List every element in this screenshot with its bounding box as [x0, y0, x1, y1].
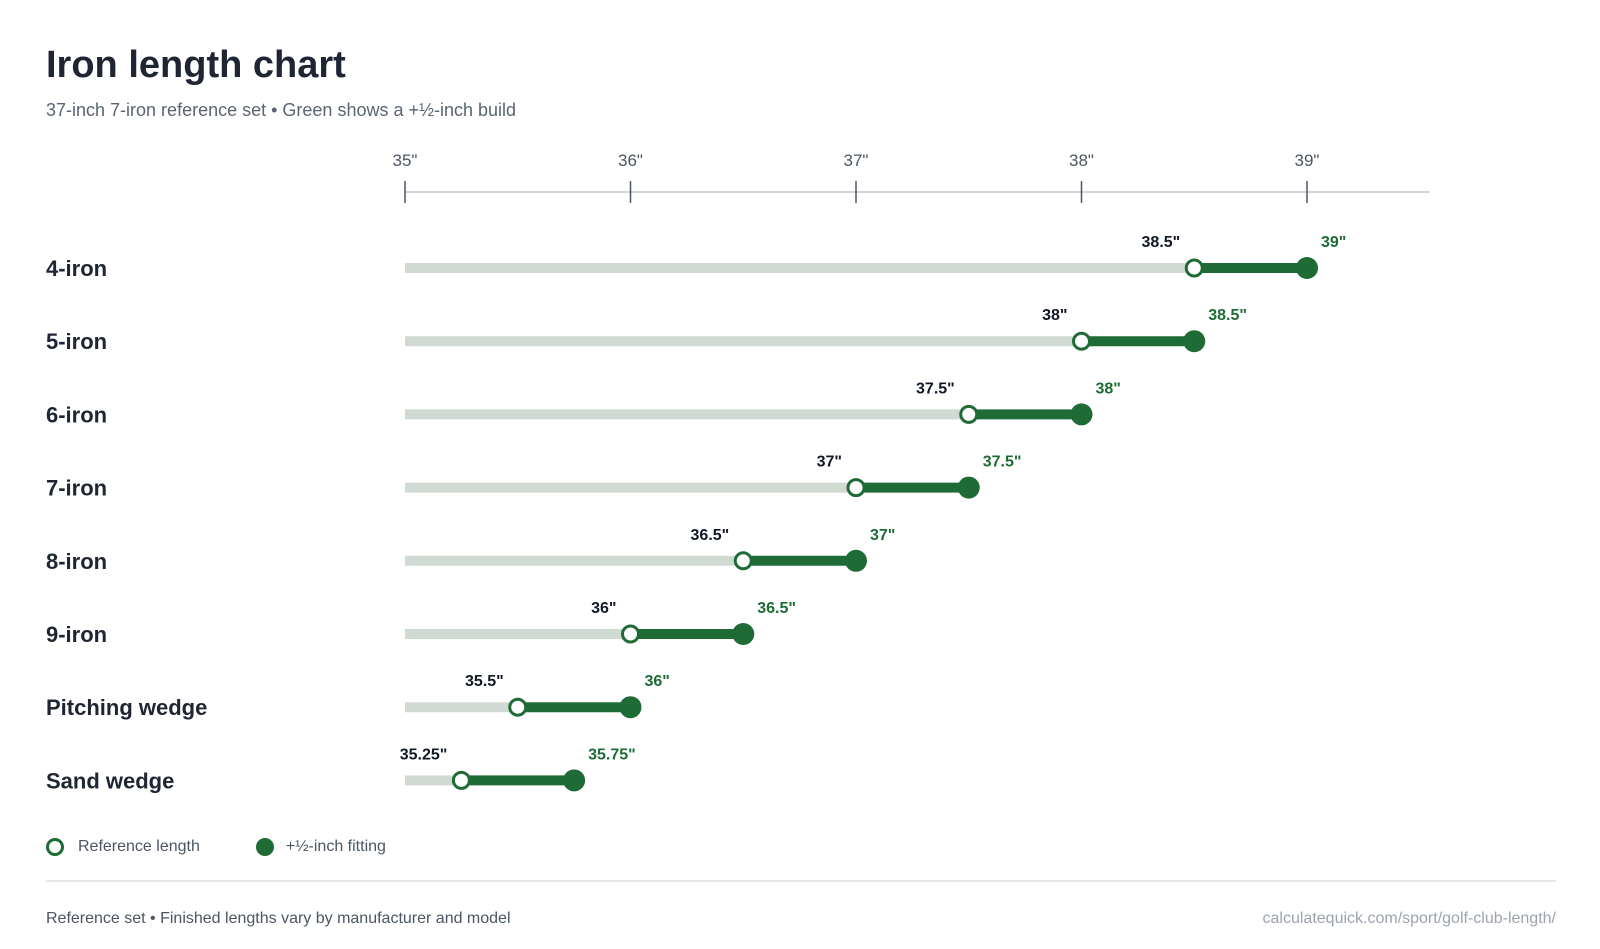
row-label: 7-iron — [46, 476, 107, 501]
reference-value-label: 36" — [591, 600, 616, 617]
reference-value-label: 37" — [817, 454, 842, 471]
row-label: Pitching wedge — [46, 695, 207, 720]
row-label: 6-iron — [46, 402, 107, 427]
footer-note: Reference set • Finished lengths vary by… — [46, 910, 511, 927]
open-circle-icon — [46, 838, 64, 856]
reference-point — [959, 404, 979, 424]
legend-item-reference: Reference length — [46, 838, 200, 856]
x-tick-label: 38" — [1069, 151, 1094, 170]
reference-point — [1072, 331, 1091, 351]
row-label: 5-iron — [46, 329, 107, 354]
row-label: Sand wedge — [46, 768, 174, 793]
reference-value-label: 35.25" — [400, 746, 448, 763]
reference-value-label: 35.5" — [465, 673, 504, 690]
fitting-point — [732, 623, 755, 645]
reference-value-label: 37.5" — [916, 380, 955, 397]
fitting-value-label: 35.75" — [588, 746, 636, 763]
footer-divider — [46, 880, 1556, 882]
chart-title: Iron length chart — [46, 44, 346, 86]
fitting-point — [619, 696, 642, 719]
reference-point — [508, 697, 528, 717]
fitting-value-label: 38" — [1096, 380, 1121, 397]
fitting-value-label: 36.5" — [757, 600, 796, 617]
row-label: 9-iron — [46, 622, 107, 647]
fitting-value-label: 39" — [1321, 234, 1346, 251]
reference-point — [451, 770, 471, 790]
chart-subtitle: 37-inch 7-iron reference set • Green sho… — [46, 100, 517, 120]
legend-label-reference: Reference length — [78, 838, 200, 855]
reference-point — [733, 551, 753, 571]
x-tick-label: 35" — [393, 151, 418, 170]
reference-point — [1184, 258, 1204, 278]
legend: Reference length +½-inch fitting — [46, 838, 442, 856]
row-label: 8-iron — [46, 549, 107, 574]
chart-canvas: 35" 36" 37" 38" 39" 4-iron 38.5" 39" 5-iron 38" 38… — [46, 151, 1430, 793]
filled-circle-icon — [255, 838, 274, 856]
fitting-point — [1183, 330, 1206, 353]
row-label: 4-iron — [46, 256, 107, 281]
fitting-point — [845, 549, 867, 572]
fitting-value-label: 38.5" — [1208, 307, 1247, 324]
x-tick-label: 37" — [844, 151, 869, 170]
legend-item-fitting: +½-inch fitting — [255, 838, 386, 856]
fitting-point — [1070, 403, 1093, 426]
fitting-value-label: 37" — [870, 527, 895, 544]
reference-point — [621, 624, 640, 644]
x-tick-label: 36" — [618, 151, 643, 170]
reference-value-label: 36.5" — [691, 527, 730, 544]
fitting-point — [957, 476, 980, 499]
x-tick-label: 39" — [1295, 151, 1320, 170]
footer-source: calculatequick.com/sport/golf-club-lengt… — [1262, 910, 1556, 927]
reference-point — [846, 478, 866, 498]
legend-label-fitting: +½-inch fitting — [285, 838, 386, 855]
fitting-value-label: 36" — [645, 673, 670, 690]
reference-value-label: 38.5" — [1142, 234, 1181, 251]
fitting-point — [1296, 257, 1318, 279]
reference-value-label: 38" — [1042, 307, 1067, 324]
fitting-point — [563, 769, 586, 792]
fitting-value-label: 37.5" — [983, 454, 1022, 471]
